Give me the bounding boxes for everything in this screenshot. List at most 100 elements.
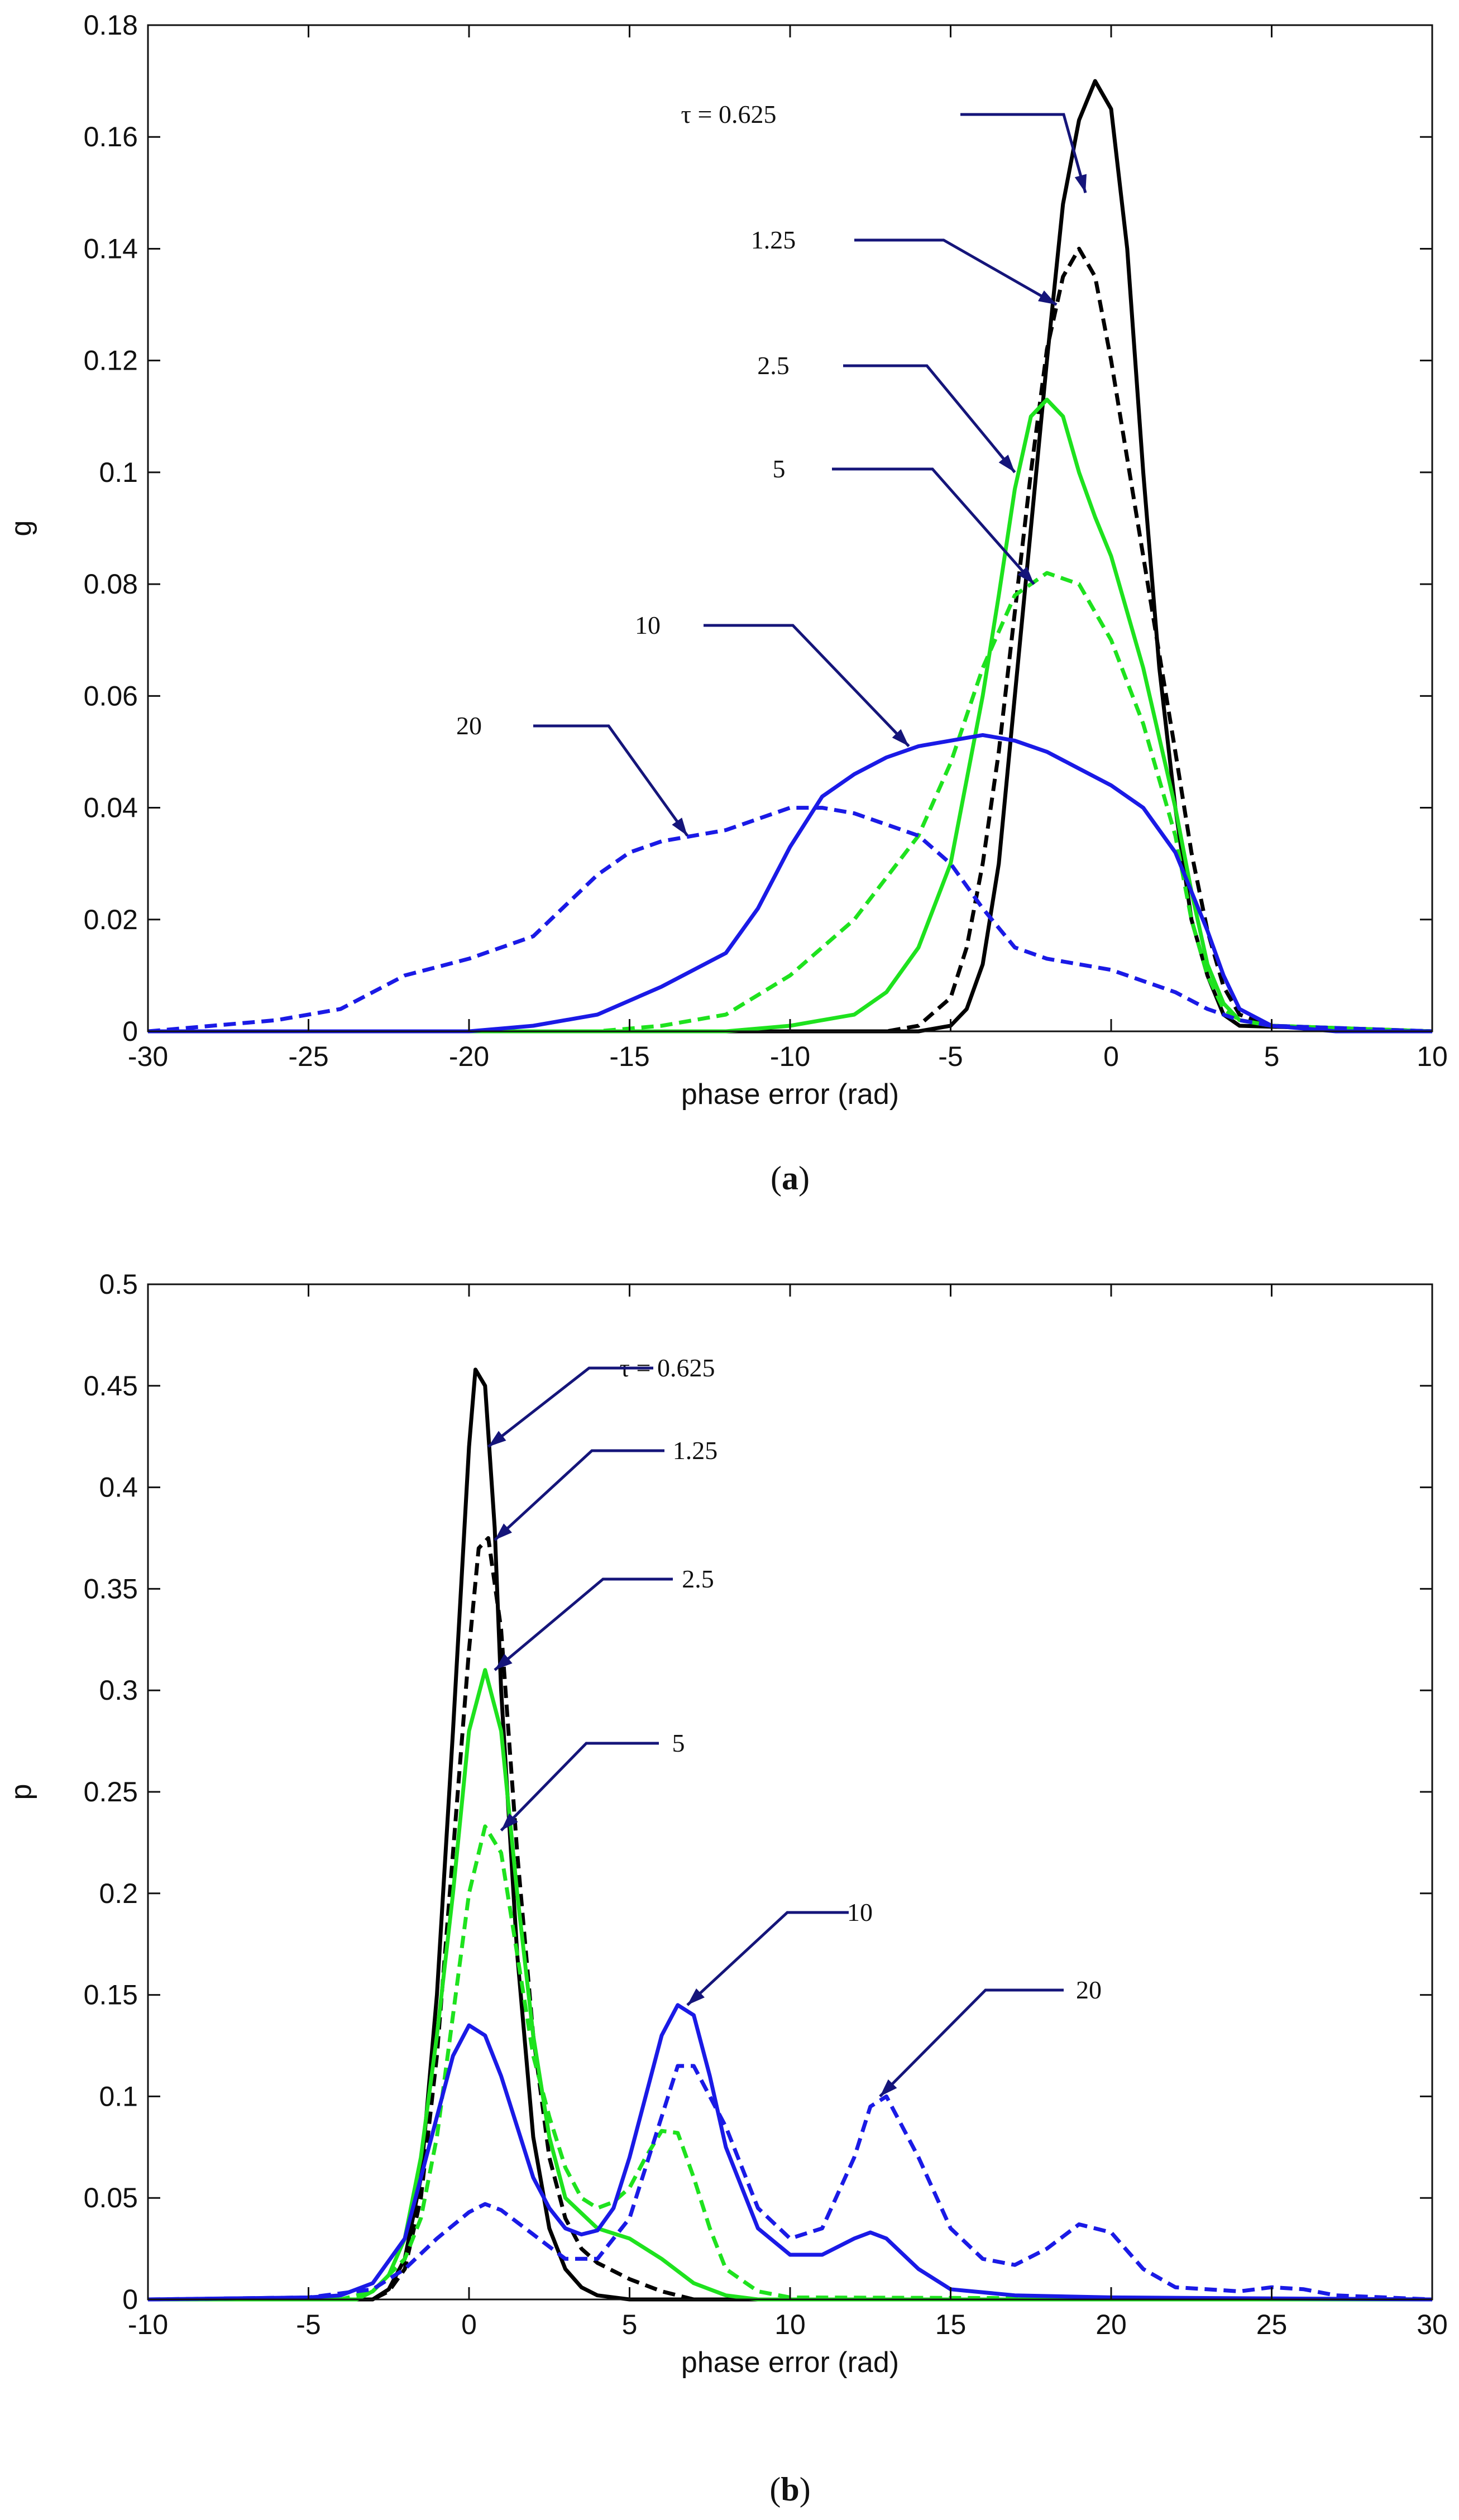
annotation-arrow-icon — [1038, 290, 1057, 305]
annotation-label-5: 5 — [773, 455, 786, 483]
annotation-arrow-icon — [880, 2079, 897, 2097]
y-tick-label: 0.08 — [84, 568, 138, 600]
annotation-label-0-625: τ = 0.625 — [681, 100, 777, 128]
annotation-label-1-25: 1.25 — [673, 1436, 718, 1465]
y-tick-label: 0.06 — [84, 680, 138, 711]
series-line-20 — [147, 806, 1433, 1034]
plot-frame — [147, 24, 1433, 1032]
panel-label-close: ) — [798, 1160, 810, 1197]
y-tick-label: 0.15 — [84, 1979, 138, 2011]
x-axis-label: phase error (rad) — [681, 1078, 899, 1111]
x-tick-label: -10 — [770, 1041, 810, 1072]
series-line-0-625 — [148, 1367, 1432, 2302]
x-tick-label: -5 — [938, 1041, 963, 1072]
annotation-arrow-icon — [998, 455, 1015, 472]
annotation-leader-0-625 — [487, 1366, 653, 1448]
x-tick-label: -15 — [609, 1041, 649, 1072]
y-tick-label: 0.45 — [84, 1370, 138, 1402]
annotation-label-1-25: 1.25 — [751, 226, 796, 254]
x-tick-label: -25 — [288, 1041, 328, 1072]
y-tick-label: 0.1 — [99, 2081, 138, 2112]
x-tick-label: 10 — [774, 2309, 806, 2340]
annotation-arrow-icon — [1074, 174, 1087, 193]
annotation-leader-2-5 — [494, 1577, 673, 1671]
y-tick-label: 0.18 — [84, 9, 138, 41]
x-tick-label: 25 — [1256, 2309, 1288, 2340]
annotation-leader-10 — [686, 1911, 849, 2006]
annotation-leader-10 — [704, 624, 910, 748]
series-line-10 — [147, 2003, 1433, 2302]
x-tick-label: 0 — [461, 2309, 477, 2340]
x-tick-label: -10 — [128, 2309, 168, 2340]
panel-label-letter: a — [782, 1160, 798, 1197]
x-tick-label: 20 — [1096, 2309, 1127, 2340]
annotation-label-10: 10 — [847, 1898, 873, 1926]
y-tick-label: 0 — [122, 1016, 138, 1047]
annotation-arrow-icon — [488, 1431, 506, 1447]
annotation-leader-0-625 — [960, 113, 1087, 193]
annotation-arrow-icon — [892, 729, 909, 747]
series-line-2-5 — [148, 1668, 1432, 2302]
y-tick-label: 0.12 — [84, 345, 138, 376]
y-tick-label: 0.5 — [99, 1269, 138, 1300]
series-line-0-625 — [148, 79, 1433, 1034]
panel-label-letter: b — [781, 2471, 799, 2508]
panel-a: -30 -25 -20 -15 -10 -5 0 5 10 0 0.02 0.04 0.06 0.08 0.… — [5, 9, 1448, 1197]
annotation-leader-5 — [832, 467, 1035, 585]
panel-label: (a) — [771, 1160, 810, 1197]
panel-label-open: ( — [769, 2471, 781, 2508]
panel-b: -10 -5 0 5 10 15 20 25 30 0 0.05 0.1 0.15 0.2 0.25 0.3 0… — [5, 1269, 1448, 2508]
panel-label-close: ) — [800, 2471, 811, 2508]
y-tick-label: 0.4 — [99, 1472, 138, 1503]
y-tick-label: 0.25 — [84, 1776, 138, 1807]
series-line-10 — [148, 733, 1432, 1034]
x-tick-label: -30 — [128, 1041, 168, 1072]
series-line-20 — [147, 2064, 1433, 2302]
annotation-leader-1-25 — [494, 1449, 664, 1541]
annotation-leader-20 — [879, 1988, 1064, 2098]
annotation-arrow-icon — [495, 1653, 513, 1670]
y-tick-label: 0.16 — [84, 121, 138, 152]
annotation-label-2-5: 2.5 — [682, 1565, 714, 1593]
y-tick-label: 0.05 — [84, 2182, 138, 2213]
y-tick-label: 0.02 — [84, 904, 138, 935]
x-axis-label: phase error (rad) — [681, 2346, 899, 2379]
annotation-arrow-icon — [1017, 566, 1034, 585]
y-tick-label: 0.04 — [84, 792, 138, 824]
y-axis-label: g — [5, 520, 37, 537]
annotation-arrow-icon — [672, 817, 687, 836]
y-axis-label: p — [5, 1784, 37, 1800]
x-tick-label: -20 — [449, 1041, 489, 1072]
x-tick-label: 30 — [1417, 2309, 1448, 2340]
x-tick-label: 5 — [1264, 1041, 1280, 1072]
x-tick-label: 10 — [1417, 1041, 1448, 1072]
y-tick-label: 0.1 — [99, 457, 138, 488]
panel-label-open: ( — [771, 1160, 782, 1197]
annotation-arrow-icon — [501, 1813, 518, 1831]
annotation-leader-5 — [500, 1742, 659, 1832]
y-tick-label: 0.3 — [99, 1675, 138, 1706]
series-line-5 — [148, 1824, 1433, 2302]
annotation-leader-20 — [533, 724, 689, 837]
x-tick-label: 0 — [1103, 1041, 1119, 1072]
x-tick-label: -5 — [296, 2309, 320, 2340]
annotation-label-5: 5 — [672, 1729, 685, 1757]
y-tick-label: 0.2 — [99, 1878, 138, 1909]
x-tick-label: 15 — [935, 2309, 967, 2340]
annotation-label-2-5: 2.5 — [757, 351, 790, 380]
panel-label: (b) — [769, 2471, 810, 2508]
annotation-label-20: 20 — [1076, 1976, 1102, 2004]
series-line-1-25 — [148, 1536, 1432, 2302]
annotation-label-20: 20 — [456, 711, 482, 740]
series-line-5 — [148, 571, 1433, 1034]
x-tick-label: 5 — [622, 2309, 638, 2340]
plot-frame — [147, 1283, 1433, 2301]
y-tick-label: 0 — [122, 2284, 138, 2315]
annotation-leader-1-25 — [854, 238, 1058, 306]
series-line-1-25 — [148, 246, 1433, 1034]
annotation-arrow-icon — [687, 1988, 705, 2005]
annotation-arrow-icon — [495, 1523, 512, 1541]
y-tick-label: 0.14 — [84, 233, 138, 264]
annotation-leader-2-5 — [843, 364, 1016, 474]
